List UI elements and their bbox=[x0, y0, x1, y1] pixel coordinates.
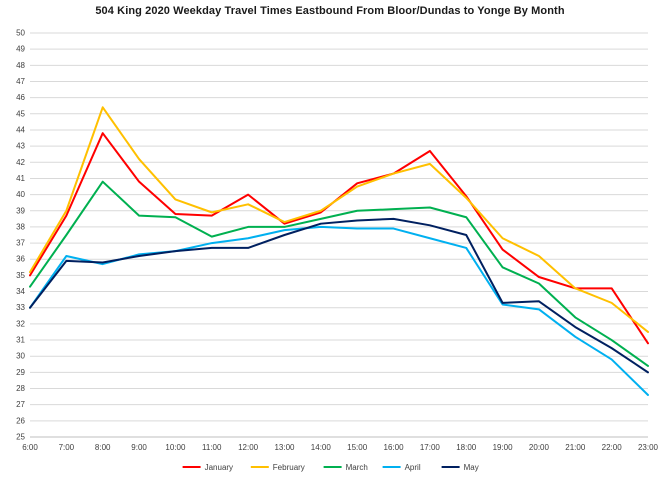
x-tick-label: 22:00 bbox=[602, 443, 623, 452]
x-tick-label: 16:00 bbox=[384, 443, 405, 452]
series-line-may bbox=[29, 217, 649, 374]
y-tick-label: 25 bbox=[16, 433, 25, 442]
series-line-april bbox=[29, 225, 649, 396]
y-tick-label: 48 bbox=[16, 61, 25, 70]
y-tick-label: 44 bbox=[16, 125, 25, 134]
legend-label-march: March bbox=[346, 463, 368, 472]
y-tick-label: 32 bbox=[16, 319, 25, 328]
y-tick-label: 43 bbox=[16, 142, 25, 151]
x-tick-label: 9:00 bbox=[131, 443, 147, 452]
legend-label-may: May bbox=[464, 463, 479, 472]
y-tick-label: 26 bbox=[16, 416, 25, 425]
series-line-march bbox=[29, 180, 649, 367]
x-tick-label: 7:00 bbox=[59, 443, 75, 452]
x-tick-label: 8:00 bbox=[95, 443, 111, 452]
x-tick-label: 19:00 bbox=[493, 443, 514, 452]
x-tick-label: 10:00 bbox=[165, 443, 186, 452]
y-tick-label: 46 bbox=[16, 93, 25, 102]
x-tick-label: 18:00 bbox=[456, 443, 477, 452]
y-tick-label: 38 bbox=[16, 222, 25, 231]
legend-label-april: April bbox=[405, 463, 421, 472]
y-tick-label: 33 bbox=[16, 303, 25, 312]
y-tick-label: 30 bbox=[16, 352, 25, 361]
x-tick-label: 12:00 bbox=[238, 443, 259, 452]
x-tick-label: 14:00 bbox=[311, 443, 332, 452]
y-tick-label: 42 bbox=[16, 158, 25, 167]
y-tick-label: 47 bbox=[16, 77, 25, 86]
y-tick-label: 50 bbox=[16, 29, 25, 38]
x-tick-label: 17:00 bbox=[420, 443, 441, 452]
x-tick-label: 20:00 bbox=[529, 443, 550, 452]
chart-title: 504 King 2020 Weekday Travel Times Eastb… bbox=[95, 5, 565, 17]
series-line-february bbox=[29, 106, 649, 333]
y-tick-label: 37 bbox=[16, 239, 25, 248]
y-tick-label: 35 bbox=[16, 271, 25, 280]
legend-label-february: February bbox=[273, 463, 305, 472]
x-tick-label: 21:00 bbox=[565, 443, 586, 452]
y-tick-label: 36 bbox=[16, 255, 25, 264]
y-tick-label: 41 bbox=[16, 174, 25, 183]
x-tick-label: 23:00 bbox=[638, 443, 659, 452]
x-tick-label: 11:00 bbox=[202, 443, 222, 452]
y-tick-label: 34 bbox=[16, 287, 25, 296]
y-tick-label: 27 bbox=[16, 400, 25, 409]
y-tick-label: 49 bbox=[16, 45, 25, 54]
y-tick-label: 40 bbox=[16, 190, 25, 199]
y-tick-label: 45 bbox=[16, 109, 25, 118]
y-tick-label: 28 bbox=[16, 384, 25, 393]
x-tick-label: 13:00 bbox=[274, 443, 295, 452]
y-tick-label: 31 bbox=[16, 336, 25, 345]
x-tick-label: 6:00 bbox=[22, 443, 38, 452]
x-tick-label: 15:00 bbox=[347, 443, 368, 452]
y-tick-label: 39 bbox=[16, 206, 25, 215]
y-tick-label: 29 bbox=[16, 368, 25, 377]
legend-label-january: January bbox=[205, 463, 233, 472]
